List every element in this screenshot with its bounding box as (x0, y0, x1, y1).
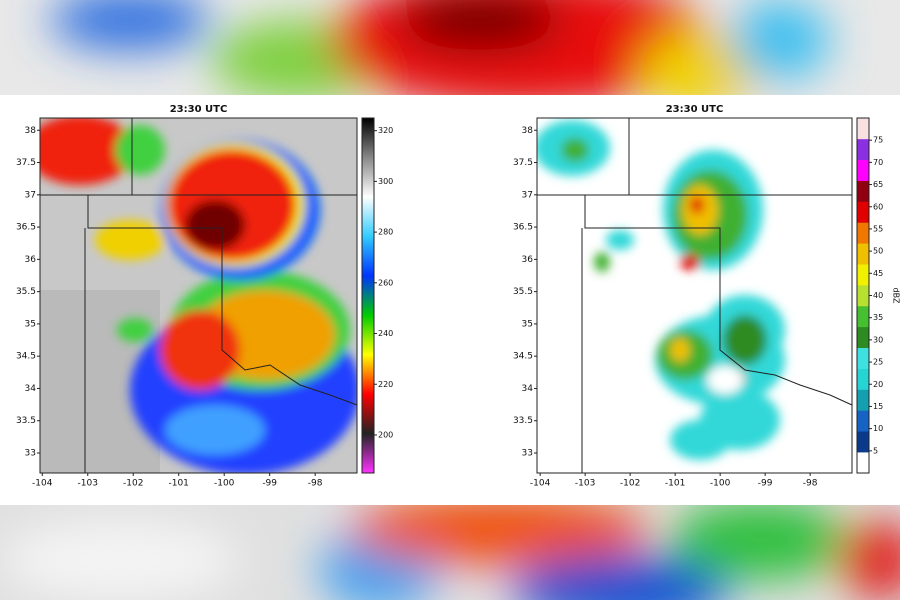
colorbar-bin (857, 326, 869, 349)
y-tick-label: 37.5 (16, 158, 36, 168)
plot-frame (39, 117, 358, 474)
colorbar-tick-label: 60 (873, 202, 883, 211)
colorbar-tick-label: 10 (873, 424, 883, 433)
y-tick-label: 33.5 (513, 416, 533, 426)
colorbar-bin (857, 431, 869, 453)
colorbar-bin (857, 305, 869, 328)
colorbar-bin (857, 389, 869, 411)
colorbar-tick-label: 260 (378, 278, 393, 287)
y-tick-label: 37 (25, 190, 36, 200)
colorbar-bin (857, 264, 869, 286)
colorbar-bin (857, 201, 869, 223)
y-tick-label: 33 (25, 448, 36, 458)
colorbar-tick-label: 50 (873, 247, 883, 256)
backdrop-top (0, 0, 900, 95)
y-tick-label: 35 (25, 319, 36, 329)
x-tick-label: -101 (665, 479, 685, 489)
y-tick-label: 33 (522, 448, 533, 458)
x-tick-label: -100 (710, 479, 731, 489)
y-tick-label: 37 (522, 190, 533, 200)
x-tick-label: -101 (168, 479, 188, 489)
y-tick-label: 38 (25, 126, 37, 136)
plot-frame (536, 117, 853, 474)
y-tick-label: 36 (522, 255, 534, 265)
x-tick-label: -99 (758, 479, 773, 489)
backdrop-bottom (0, 505, 900, 600)
colorbar-tick-label: 220 (378, 380, 393, 389)
x-tick-label: -98 (803, 479, 818, 489)
colorbar-tick-label: 280 (378, 228, 393, 237)
x-tick-label: -102 (123, 479, 143, 489)
colorbar-bin (857, 452, 869, 474)
state-borders (40, 118, 853, 473)
colorbar-tick-label: 200 (378, 430, 393, 439)
x-tick-label: -103 (575, 479, 595, 489)
colorbar-frame (361, 117, 375, 474)
colorbar-bin (857, 368, 869, 390)
colorbar-tick-label: 75 (873, 136, 883, 145)
y-tick-label: 35.5 (513, 287, 533, 297)
y-tick-label: 34.5 (16, 352, 36, 362)
panel-title: 23:30 UTC (666, 104, 724, 115)
colorbar-tick-label: 20 (873, 380, 883, 389)
colorbar-tick-label: 45 (873, 269, 883, 278)
y-tick-label: 34 (522, 384, 534, 394)
x-tick-label: -100 (214, 479, 235, 489)
radar-image (537, 118, 852, 473)
colorbar-bin (857, 410, 869, 432)
y-tick-label: 36.5 (513, 223, 533, 233)
colorbar-tick-label: 70 (873, 158, 883, 167)
x-tick-label: -103 (78, 479, 98, 489)
colorbar-bin (857, 347, 869, 369)
y-tick-label: 35.5 (16, 287, 36, 297)
colorbar-tick-label: 300 (378, 177, 393, 186)
y-tick-label: 38 (522, 126, 534, 136)
x-tick-label: -102 (620, 479, 640, 489)
colorbar-bin (857, 159, 869, 181)
colorbar-bin (857, 285, 869, 307)
colorbar-tick-label: 65 (873, 180, 883, 189)
y-tick-label: 35 (522, 319, 533, 329)
x-tick-label: -104 (530, 479, 551, 489)
colorbar-tick-label: 30 (873, 335, 883, 344)
colorbar-tick-label: 40 (873, 291, 883, 300)
colorbar-tick-label: 25 (873, 358, 883, 367)
y-tick-label: 36.5 (16, 223, 36, 233)
y-tick-label: 34 (25, 384, 37, 394)
colorbar-tick-label: 320 (378, 126, 393, 135)
x-tick-label: -104 (32, 479, 53, 489)
panel-title: 23:30 UTC (170, 104, 228, 115)
colorbar-bin (857, 138, 869, 161)
colorbar-tick-label: 240 (378, 329, 393, 338)
y-tick-label: 37.5 (513, 158, 533, 168)
colorbar-bin (857, 180, 869, 202)
ir-image (40, 118, 357, 473)
colorbar-tick-label: 5 (873, 446, 878, 455)
x-tick-label: -99 (262, 479, 277, 489)
x-tick-label: -98 (308, 479, 323, 489)
colorbar-bin (857, 243, 869, 265)
colorbar-label: dBZ (892, 287, 900, 304)
axes: 23:30 UTC -104 -103 -102 -101 -100 -99 -98 33 33.… (16, 104, 900, 489)
colorbar-tick-label: 15 (873, 402, 883, 411)
colorbar (362, 118, 374, 473)
y-tick-label: 36 (25, 255, 37, 265)
colorbar-bin (857, 118, 869, 140)
colorbar-tick-label: 55 (873, 224, 883, 233)
y-tick-label: 33.5 (16, 416, 36, 426)
colorbar-bin (857, 222, 869, 244)
colorbar-tick-label: 35 (873, 313, 883, 322)
y-tick-label: 34.5 (513, 352, 533, 362)
